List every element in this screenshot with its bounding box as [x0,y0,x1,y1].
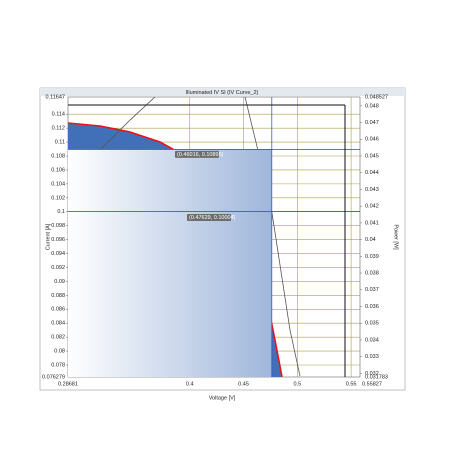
y-tick-label: 0.094 [51,251,65,257]
y-tick-label: 0.096 [51,237,65,243]
y-max-label: 0.11647 [46,94,65,100]
y-tick-label: 0.098 [51,223,65,229]
y-tick-label: 0.102 [51,195,65,201]
y-tick-label: 0.084 [51,321,65,327]
y2-tick-label: 0.032 [365,371,379,377]
y-tick-label: 0.11 [55,140,65,146]
y2-tick-label: 0.04 [365,237,376,243]
y2-tick-label: 0.036 [365,304,379,310]
y2-tick-label: 0.038 [365,270,379,276]
x-tick-label: 0.4 [186,381,194,387]
y2-tick-label: 0.033 [365,354,379,360]
marker-label: (0.47629, 0.10004) [189,215,236,221]
y2-max-label: 0.048527 [365,94,388,100]
y2-tick-label: 0.034 [365,337,379,343]
x-min-label: 0.28681 [58,381,78,387]
power-rect [68,149,272,377]
y-tick-label: 0.078 [51,362,65,368]
x-axis-label: Voltage [V] [209,395,236,401]
y2-tick-label: 0.048 [365,103,379,109]
x-tick-label: 0.45 [238,381,249,387]
y-tick-label: 0.104 [51,181,65,187]
y2-min-label: 0.031783 [365,374,388,380]
y-min-label: 0.076279 [42,374,65,380]
y-tick-label: 0.112 [52,126,65,132]
y-tick-label: 0.092 [51,265,65,271]
y2-tick-label: 0.043 [365,187,379,193]
y2-tick-label: 0.039 [365,254,379,260]
y2-tick-label: 0.037 [365,287,379,293]
y-axis-label: Current [A] [45,223,51,250]
x-tick-label: 0.5 [293,381,301,387]
x-max-label: 0.55827 [362,381,382,387]
y-tick-label: 0.108 [51,153,65,159]
y2-tick-label: 0.041 [365,220,379,226]
series-line [68,97,301,377]
y-tick-label: 0.1 [57,209,65,215]
y-tick-label: 0.08 [54,349,65,355]
marker-label: (0.46016, 0.10895) [177,152,224,158]
y-tick-label: 0.114 [52,112,65,118]
title-bar [40,88,405,96]
y-tick-label: 0.088 [51,293,65,299]
y-tick-label: 0.09 [54,279,65,285]
marker-label-bg [175,150,219,158]
y-tick-label: 0.082 [51,335,65,341]
y-tick-label: 0.106 [51,167,65,173]
y2-tick-label: 0.042 [365,204,379,210]
y2-tick-label: 0.035 [365,321,379,327]
y2-axis-label: Power [W] [393,224,399,250]
y-tick-label: 0.086 [51,307,65,313]
y2-tick-label: 0.046 [365,137,379,143]
y2-tick-label: 0.045 [365,153,379,159]
x-tick-label: 0.55 [346,381,357,387]
y2-tick-label: 0.044 [365,170,379,176]
chart-title: Illuminated IV SI (IV Curve_2) [186,90,259,96]
y2-tick-label: 0.047 [365,120,379,126]
marker-label-bg [187,213,231,221]
